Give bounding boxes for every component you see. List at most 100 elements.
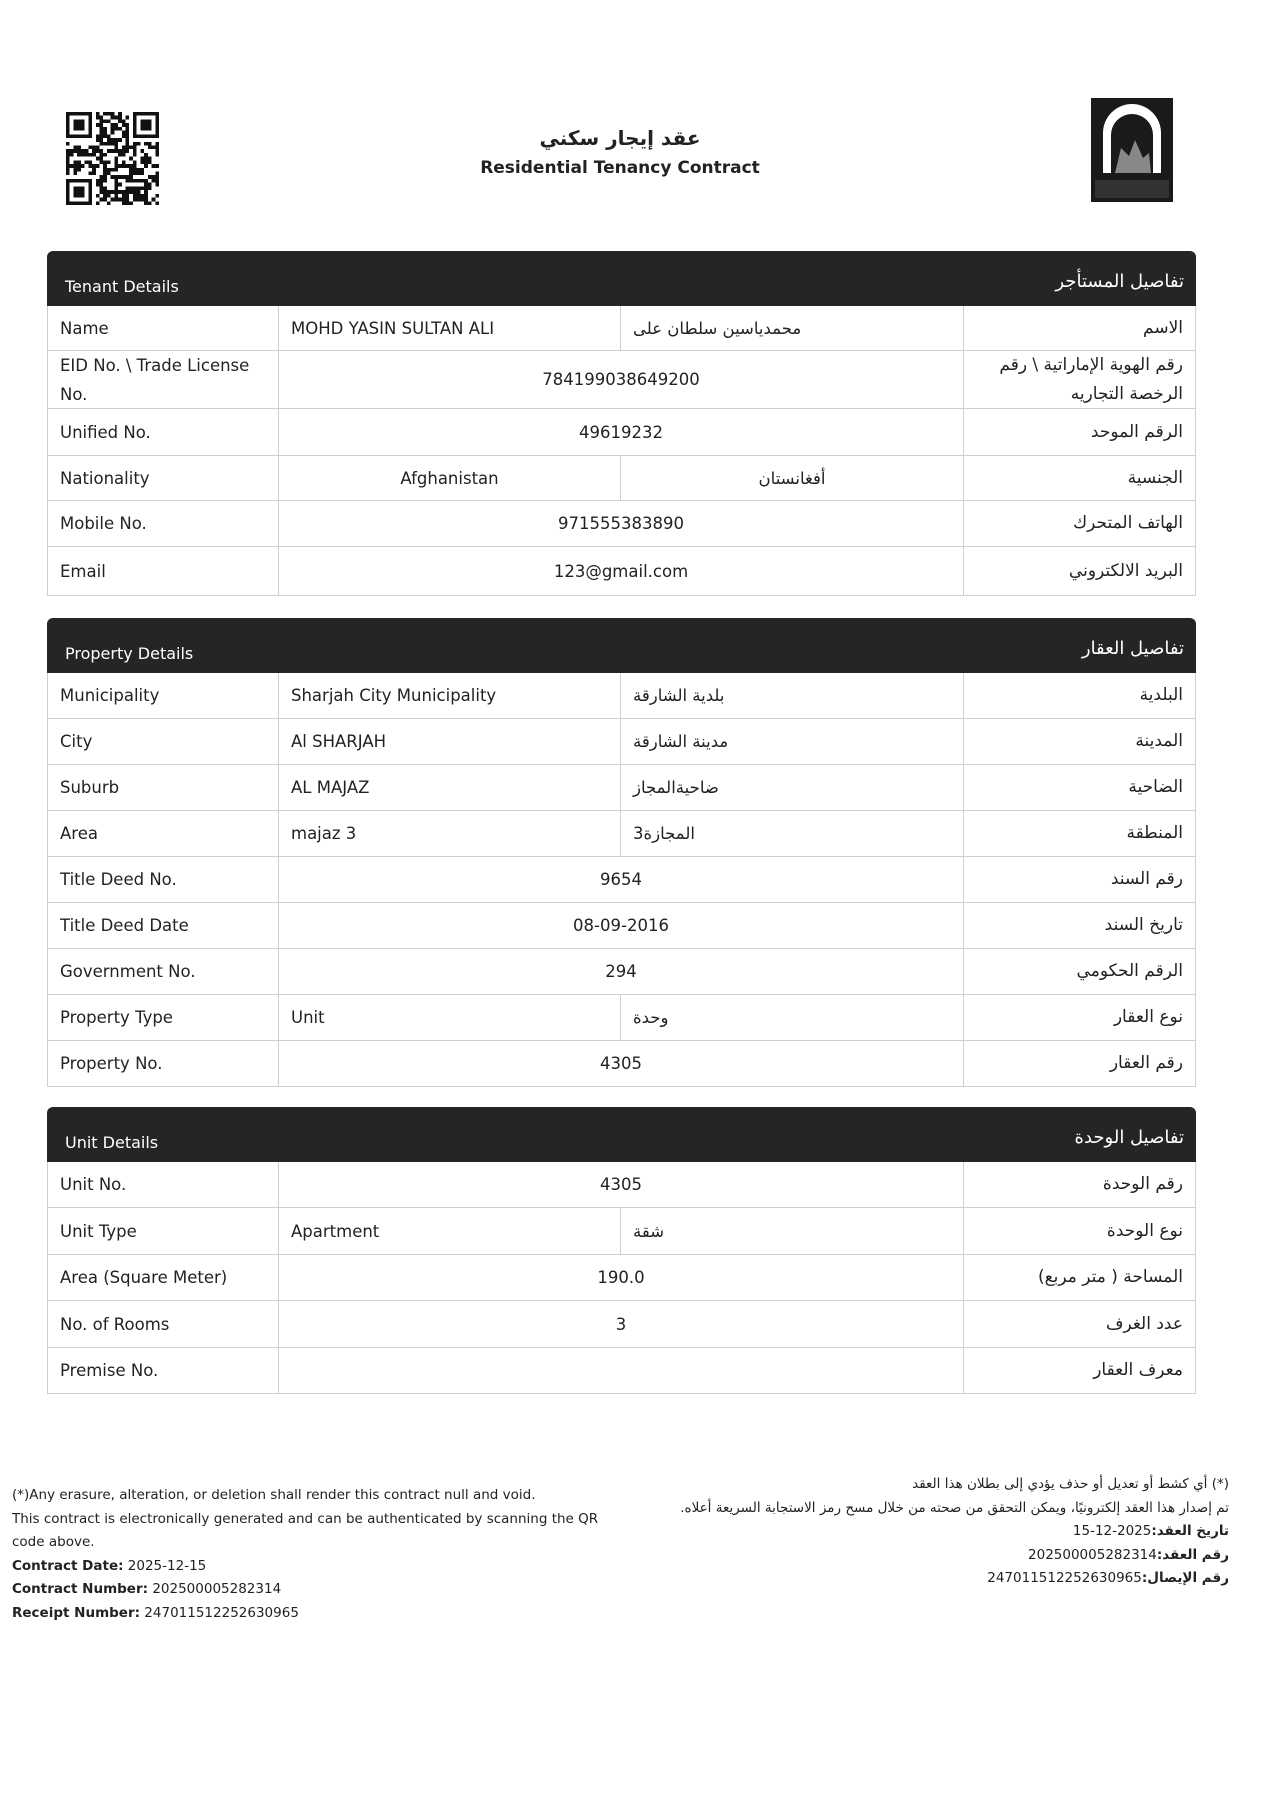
- section-title-en: Property Details: [65, 644, 194, 663]
- label-en: Premise No.: [48, 1348, 279, 1393]
- contract-date: Contract Date: 2025-12-15: [12, 1557, 207, 1574]
- field-value: 08-09-2016: [279, 903, 964, 948]
- field-value: 123@gmail.com: [279, 547, 964, 595]
- field-value-ar: ضاحيةالمجاز: [621, 765, 964, 810]
- section-title-ar: تفاصيل المستأجر: [1055, 271, 1184, 292]
- field-value: 784199038649200: [279, 351, 964, 408]
- field-value-en: Apartment: [279, 1208, 621, 1254]
- table-row: Property Type Unit وحدة نوع العقار: [47, 995, 1196, 1041]
- section-tenant-details: Tenant Details تفاصيل المستأجر Name MOHD YA…: [47, 251, 1196, 596]
- table-row: Name MOHD YASIN SULTAN ALI محمدياسين سلطان…: [47, 306, 1196, 351]
- label-ar: الاسم: [1143, 317, 1183, 338]
- label-en: Municipality: [48, 673, 279, 718]
- table-row: Unified No. 49619232 الرقم الموحد: [47, 409, 1196, 456]
- field-value: [279, 1348, 964, 1393]
- label-ar: تاريخ السند: [1104, 915, 1183, 935]
- field-value-ar: وحدة: [621, 995, 964, 1040]
- label-en: Title Deed No.: [48, 857, 279, 902]
- field-value: 294: [279, 949, 964, 994]
- field-value: 9654: [279, 857, 964, 902]
- table-row: Suburb AL MAJAZ ضاحيةالمجاز الضاحية: [47, 765, 1196, 811]
- label-en: Suburb: [48, 765, 279, 810]
- table-row: Municipality Sharjah City Municipality بلد…: [47, 673, 1196, 719]
- field-value-ar: محمدياسين سلطان على: [621, 306, 964, 350]
- label-ar: رقم الوحدة: [1102, 1174, 1183, 1194]
- label-ar: رقم السند: [1110, 869, 1183, 889]
- label-en: Government No.: [48, 949, 279, 994]
- section-unit-details: Unit Details تفاصيل الوحدة Unit No. 4305 رقم…: [47, 1107, 1196, 1394]
- field-value: 4305: [279, 1162, 964, 1207]
- field-value-en: Afghanistan: [279, 456, 621, 500]
- table-row: Title Deed No. 9654 رقم السند: [47, 857, 1196, 903]
- label-ar: الجنسية: [1127, 467, 1183, 488]
- field-value: 49619232: [279, 409, 964, 455]
- label-ar: معرف العقار: [1093, 1360, 1183, 1380]
- label-ar: الرقم الموحد: [1090, 421, 1183, 442]
- table-row: Unit No. 4305 رقم الوحدة: [47, 1162, 1196, 1208]
- table-row: City Al SHARJAH مدينة الشارقة المدينة: [47, 719, 1196, 765]
- contract-number-ar: رقم العقد:202500005282314: [1028, 1546, 1229, 1563]
- label-ar: البريد الالكتروني: [1068, 560, 1183, 581]
- section-header: Property Details تفاصيل العقار: [47, 618, 1196, 673]
- receipt-number: Receipt Number: 247011512252630965: [12, 1604, 299, 1621]
- footer-arabic: (*) أي كشط أو تعديل أو حذف يؤدي إلى بطلا…: [669, 1473, 1229, 1591]
- label-ar: الرقم الحكومي: [1076, 961, 1183, 981]
- field-value: 190.0: [279, 1255, 964, 1300]
- label-en: Property No.: [48, 1041, 279, 1086]
- label-ar: المدينة: [1135, 731, 1183, 751]
- label-en: Email: [48, 547, 279, 595]
- label-en: Unit No.: [48, 1162, 279, 1207]
- table-row: Area (Square Meter) 190.0 المساحة ( متر مر…: [47, 1255, 1196, 1301]
- table-row: Premise No. معرف العقار: [47, 1348, 1196, 1394]
- section-title-en: Tenant Details: [65, 277, 179, 296]
- footer-note-erasure-ar: (*) أي كشط أو تعديل أو حذف يؤدي إلى بطلا…: [912, 1476, 1229, 1492]
- section-title-ar: تفاصيل الوحدة: [1074, 1127, 1184, 1148]
- label-ar: المساحة ( متر مربع): [1037, 1267, 1183, 1287]
- title-english: Residential Tenancy Contract: [480, 158, 760, 178]
- contract-number: Contract Number: 202500005282314: [12, 1581, 282, 1597]
- field-value-ar: المجازة3: [621, 811, 964, 856]
- label-en: No. of Rooms: [48, 1301, 279, 1347]
- table-row: Nationality Afghanistan أفغانستان الجنسية: [47, 456, 1196, 501]
- table-row: Title Deed Date 08-09-2016 تاريخ السند: [47, 903, 1196, 949]
- field-value-en: Sharjah City Municipality: [279, 673, 621, 718]
- label-ar: عدد الغرف: [1105, 1313, 1183, 1334]
- qr-code: [66, 112, 159, 205]
- table-row: Mobile No. 971555383890 الهاتف المتحرك: [47, 501, 1196, 547]
- section-property-details: Property Details تفاصيل العقار Municipalit…: [47, 618, 1196, 1087]
- label-en: Nationality: [48, 456, 279, 500]
- label-en: EID No. \ Trade License No.: [48, 351, 279, 408]
- table-row: Unit Type Apartment شقة نوع الوحدة: [47, 1208, 1196, 1255]
- table-row: No. of Rooms 3 عدد الغرف: [47, 1301, 1196, 1348]
- label-ar: نوع الوحدة: [1106, 1220, 1183, 1241]
- label-ar: نوع العقار: [1113, 1007, 1183, 1027]
- table-row: Government No. 294 الرقم الحكومي: [47, 949, 1196, 995]
- field-value-ar: مدينة الشارقة: [621, 719, 964, 764]
- table-row: EID No. \ Trade License No. 7841990386492…: [47, 351, 1196, 409]
- footer-english: (*)Any erasure, alteration, or deletion …: [12, 1484, 612, 1625]
- section-title-en: Unit Details: [65, 1133, 159, 1152]
- title-arabic: عقد إيجار سكني: [539, 126, 701, 150]
- receipt-number-ar: رقم الإيصال:247011512252630965: [987, 1570, 1229, 1586]
- field-value: 4305: [279, 1041, 964, 1086]
- table-row: Email 123@gmail.com البريد الالكتروني: [47, 547, 1196, 596]
- table-row: Area majaz 3 المجازة3 المنطقة: [47, 811, 1196, 857]
- label-ar: رقم العقار: [1109, 1053, 1183, 1073]
- field-value-ar: أفغانستان: [621, 456, 964, 500]
- label-en: Unified No.: [48, 409, 279, 455]
- label-ar: الضاحية: [1128, 777, 1183, 797]
- field-value: 971555383890: [279, 501, 964, 546]
- footer-note-electronic-ar: تم إصدار هذا العقد إلكترونيًا، ويمكن الت…: [680, 1499, 1229, 1516]
- label-en: Area (Square Meter): [48, 1255, 279, 1300]
- field-value-en: MOHD YASIN SULTAN ALI: [279, 306, 621, 350]
- label-en: Title Deed Date: [48, 903, 279, 948]
- table-row: Property No. 4305 رقم العقار: [47, 1041, 1196, 1087]
- sharjah-municipality-logo: [1091, 98, 1173, 202]
- section-title-ar: تفاصيل العقار: [1081, 638, 1184, 659]
- label-ar: رقم الهوية الإماراتية \ رقم الرخصة التجا…: [999, 354, 1183, 404]
- field-value-ar: بلدية الشارقة: [621, 673, 964, 718]
- field-value-en: AL MAJAZ: [279, 765, 621, 810]
- field-value-en: majaz 3: [279, 811, 621, 856]
- label-en: Name: [48, 306, 279, 350]
- field-value-ar: شقة: [621, 1208, 964, 1254]
